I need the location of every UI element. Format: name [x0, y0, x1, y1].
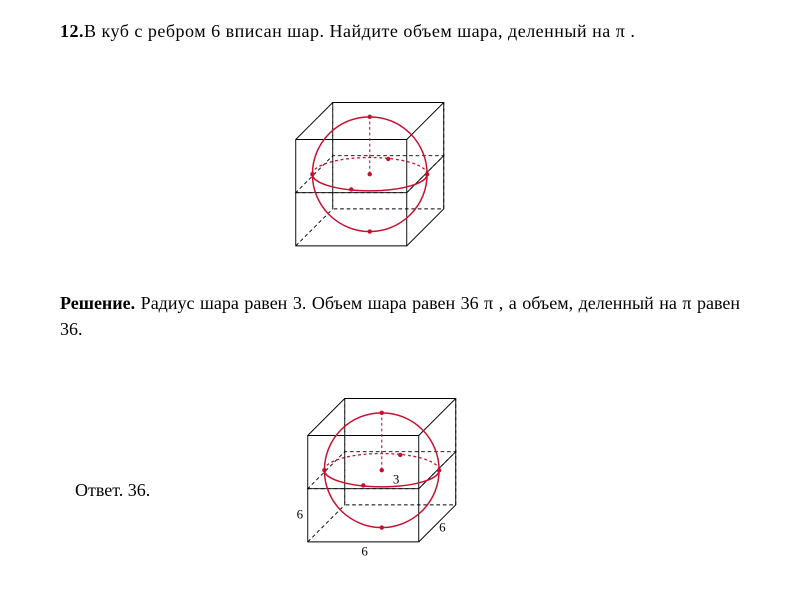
label-edge-depth: 6 — [439, 520, 446, 535]
problem-statement: 12.В куб с ребром 6 вписан шар. Найдите … — [60, 18, 740, 44]
problem-text-1: В куб с ребром 6 вписан шар. Найдите объ… — [84, 21, 616, 41]
solution-block: Решение. Радиус шара равен 3. Объем шара… — [60, 290, 740, 342]
label-edge-bottom: 6 — [361, 544, 368, 559]
figure-cube-sphere-1 — [268, 84, 453, 269]
problem-number: 12. — [60, 21, 84, 41]
pi-symbol-1: π — [616, 21, 626, 41]
pi-symbol-2: π — [484, 293, 493, 313]
label-radius: 3 — [393, 472, 399, 487]
answer-value: 36. — [123, 480, 150, 500]
solution-text-2: , а объем, деленный на — [493, 293, 682, 313]
solution-text-1: Радиус шара равен 3. Объем шара равен 36 — [135, 293, 484, 313]
answer-label: Ответ. — [75, 480, 123, 500]
label-edge-left: 6 — [297, 507, 304, 522]
solution-label: Решение. — [60, 293, 135, 313]
answer-block: Ответ. 36. — [75, 480, 375, 501]
figure-cube-sphere-2: 3 6 6 6 — [280, 380, 465, 565]
problem-text-2: . — [625, 21, 635, 41]
